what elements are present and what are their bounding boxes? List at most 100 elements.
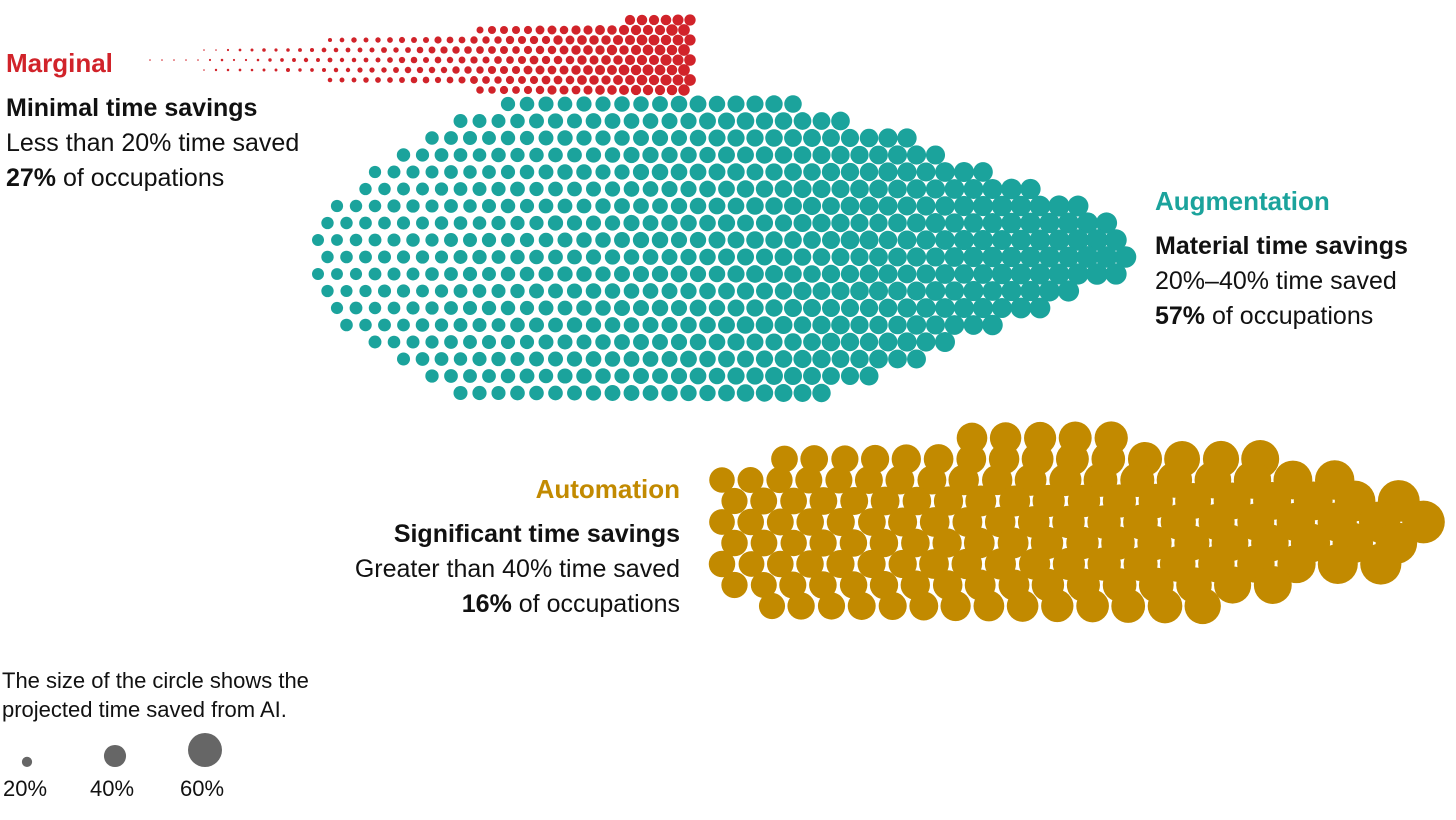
augmentation-point [481,198,497,214]
marginal-point [624,14,636,26]
augmentation-point [925,145,946,165]
marginal-point [636,14,648,26]
augmentation-point [822,367,840,385]
augmentation-point [453,216,468,230]
augmentation-point [727,333,745,351]
marginal-point [678,64,690,76]
marginal-title: Marginal [6,48,113,78]
augmentation-point [651,163,669,181]
augmentation-point [850,315,869,335]
augmentation-point [774,282,793,300]
marginal-point [398,56,406,64]
augmentation-point [907,281,926,301]
automation-point [738,551,765,577]
augmentation-point [652,96,668,112]
marginal-point [393,47,399,53]
augmentation-point [519,164,535,180]
augmentation-point [538,130,554,146]
augmentation-point [567,113,582,129]
marginal-point [624,54,636,66]
augmentation-point [708,265,726,283]
augmentation-point [793,384,812,402]
augmentation-point [576,130,592,146]
augmentation-point [1001,280,1022,302]
augmentation-point [746,299,764,317]
marginal-point [666,44,678,56]
marginal-point [577,75,587,85]
augmentation-point [973,162,993,182]
augmentation-point [850,349,869,369]
augmentation-point [614,198,630,214]
marginal-point [512,46,520,54]
marginal-point [298,68,302,72]
augmentation-point [1105,229,1127,251]
marginal-point [506,56,514,64]
marginal-point [149,59,151,61]
augmentation-point [349,233,363,247]
automation-point [973,590,1005,622]
augmentation-point [566,317,583,333]
marginal-point [500,46,508,54]
augmentation-point [491,215,506,231]
marginal-point [333,47,339,53]
marginal-point [595,45,605,55]
augmentation-point [595,368,611,384]
augmentation-point [925,315,946,335]
augmentation-point [1001,212,1022,234]
augmentation-point [321,250,334,264]
augmentation-point [944,281,965,301]
augmentation-point [755,146,774,164]
marginal-point [547,25,557,35]
automation-cluster [708,421,1445,625]
augmentation-point [953,297,975,319]
augmentation-point [415,318,430,332]
augmentation-point [614,368,630,384]
augmentation-point [822,129,840,147]
legend-label-40: 40% [90,776,135,801]
augmentation-point [1058,212,1079,234]
augmentation-point [670,129,688,147]
automation-point [1317,543,1358,585]
augmentation-point [444,199,458,213]
augmentation-point [793,146,812,164]
marginal-point [499,85,509,95]
augmentation-point [888,315,907,335]
augmentation-point [595,300,611,316]
augmentation-point [359,182,372,196]
augmentation-point [708,197,726,215]
augmentation-point [670,265,688,283]
marginal-point [613,55,623,65]
augmentation-point [444,131,458,145]
augmentation-point [670,197,688,215]
augmentation-point [765,95,783,113]
augmentation-share-value: 57% [1155,302,1206,330]
automation-subtitle: Significant time savings [393,520,680,548]
augmentation-point [935,298,955,318]
marginal-point [345,67,351,73]
marginal-point [654,24,666,36]
augmentation-point [963,179,984,199]
marginal-point [410,76,418,84]
augmentation-point [585,351,602,367]
augmentation-label-block: Augmentation [1155,184,1330,219]
marginal-point [363,37,369,43]
augmentation-point [396,216,411,230]
automation-point [857,549,886,579]
marginal-point [589,35,599,45]
augmentation-point [727,129,745,147]
automation-point [869,528,899,558]
augmentation-point [963,315,984,335]
augmentation-point [708,299,726,317]
marginal-point [482,56,490,64]
marginal-point [613,75,623,85]
automation-point [796,550,824,578]
augmentation-point [689,129,707,147]
marginal-point [161,59,163,61]
automation-share-suffix: of occupations [518,590,680,618]
augmentation-point [1029,297,1051,319]
augmentation-point [444,369,458,383]
automation-point [709,509,735,535]
automation-point [1076,589,1109,623]
augmentation-point [793,281,812,301]
